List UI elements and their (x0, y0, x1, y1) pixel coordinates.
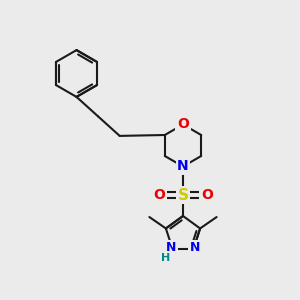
Text: N: N (190, 242, 200, 254)
Text: N: N (177, 160, 189, 173)
Text: O: O (201, 188, 213, 202)
Text: H: H (161, 253, 170, 262)
Text: N: N (166, 242, 176, 254)
Text: O: O (153, 188, 165, 202)
Text: S: S (178, 188, 188, 202)
Text: O: O (177, 118, 189, 131)
